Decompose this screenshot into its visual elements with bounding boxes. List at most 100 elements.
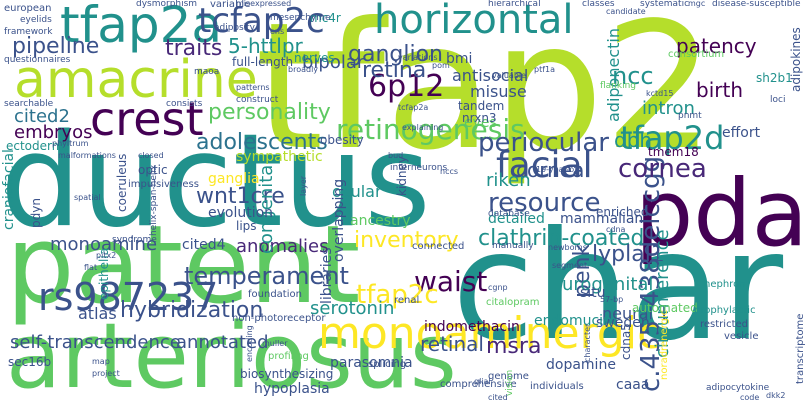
word: adiponectin [604, 28, 623, 122]
word: profiling [268, 351, 309, 362]
word: impulsiveness [128, 179, 199, 190]
word: splicing [368, 359, 407, 370]
word: foundation [248, 289, 302, 300]
word: inventory [354, 228, 459, 253]
word: wnt1cre [196, 184, 285, 209]
word: mesenchyme [270, 13, 331, 23]
word: prophylactic [694, 305, 756, 316]
word: cornea [618, 154, 707, 184]
word: layer [299, 175, 308, 196]
word: eyes [464, 115, 497, 131]
word: temperament [184, 262, 349, 290]
word: dopamine [546, 357, 616, 373]
word: tcfap2a [398, 103, 429, 112]
word: detailed [488, 211, 545, 227]
word: non-photoreceptor [232, 313, 326, 324]
word: consists [166, 99, 203, 109]
word: hybridization [120, 298, 264, 323]
word: connected [412, 241, 465, 252]
word: evolution [208, 205, 274, 221]
word: birth [696, 78, 743, 102]
word: anomalies [236, 236, 329, 257]
word: pipeline [12, 34, 100, 59]
word: noradrenergic [659, 309, 670, 380]
word: systematic [640, 0, 690, 9]
word: dkk2 [766, 391, 786, 400]
word: valuable [492, 71, 527, 80]
word: eyelids [20, 15, 52, 25]
word: patent [6, 203, 361, 328]
word: ncc [612, 62, 654, 90]
word: ancestry [350, 213, 411, 229]
word: tmem18 [648, 145, 699, 159]
word: transcriptome [795, 313, 806, 384]
word: code [740, 393, 760, 402]
word: enriched [596, 205, 649, 219]
word: consortium [668, 49, 725, 60]
word: nerves [294, 51, 335, 65]
word: dbh [614, 128, 653, 152]
word: database [488, 209, 530, 219]
word: genome [488, 371, 529, 382]
word: facial [496, 145, 593, 186]
word: tfap2a [60, 0, 223, 54]
word: ganglion [348, 42, 443, 67]
word: pnmt [678, 111, 702, 121]
word: bud [388, 151, 404, 160]
word: adiposity [214, 23, 255, 33]
word: arteriosus [6, 304, 457, 404]
word: comprehensive [440, 379, 517, 390]
word: tcfap2c [198, 1, 325, 41]
word: framework [4, 27, 53, 37]
word: tfap2 [255, 0, 715, 189]
word: questionnaires [4, 55, 71, 65]
word: corneal [516, 158, 590, 182]
word: retinogenesis [336, 113, 525, 146]
word: monoamine [50, 234, 158, 255]
word: nrxn3 [462, 111, 497, 125]
word: lyplal1 [592, 242, 665, 267]
word: restricted [700, 319, 748, 330]
word: interneurons [390, 163, 448, 173]
word: retinal [420, 332, 484, 356]
word: clathrin-coated [478, 226, 645, 251]
word: serotonin [310, 298, 395, 319]
word: hierarchical [488, 0, 541, 9]
word: atlas [78, 304, 117, 323]
word: neural [602, 304, 653, 323]
word: msra [486, 334, 542, 359]
word: hypoplasia [254, 381, 330, 397]
word: urogenital [562, 274, 654, 295]
word: individuals [530, 381, 584, 392]
word: project [92, 369, 120, 378]
word: cdna5 [619, 323, 633, 360]
word: full-length [232, 55, 294, 69]
word: monoaminergic [318, 308, 662, 359]
word: helix-span-helix [149, 164, 159, 236]
word: amacrine [14, 50, 258, 110]
word: optic [138, 163, 168, 177]
word: searchable [4, 99, 54, 109]
word: pda [634, 160, 808, 267]
word: kidney [395, 156, 409, 196]
word: encoding [245, 325, 254, 362]
word: automated [632, 301, 698, 315]
word: cited2 [14, 106, 70, 127]
word: mgc [688, 0, 706, 8]
word: bipolar [302, 52, 365, 73]
word: adipocytokine [706, 383, 770, 393]
word: variations [398, 53, 438, 62]
word: parasomnia [330, 355, 413, 371]
word: mc4r [310, 11, 341, 25]
word: craniofacial [1, 149, 17, 230]
word: tfap2c [356, 280, 439, 310]
word: ptf1a [534, 65, 556, 74]
word: resource [488, 188, 601, 218]
word: 6p12 [368, 69, 445, 104]
word: ocular [332, 182, 382, 201]
word: sweden [596, 315, 650, 331]
word: coeruleus [115, 153, 129, 212]
word: newborns [548, 243, 587, 252]
word: syndrome [112, 235, 157, 245]
word: maoa [194, 67, 220, 77]
